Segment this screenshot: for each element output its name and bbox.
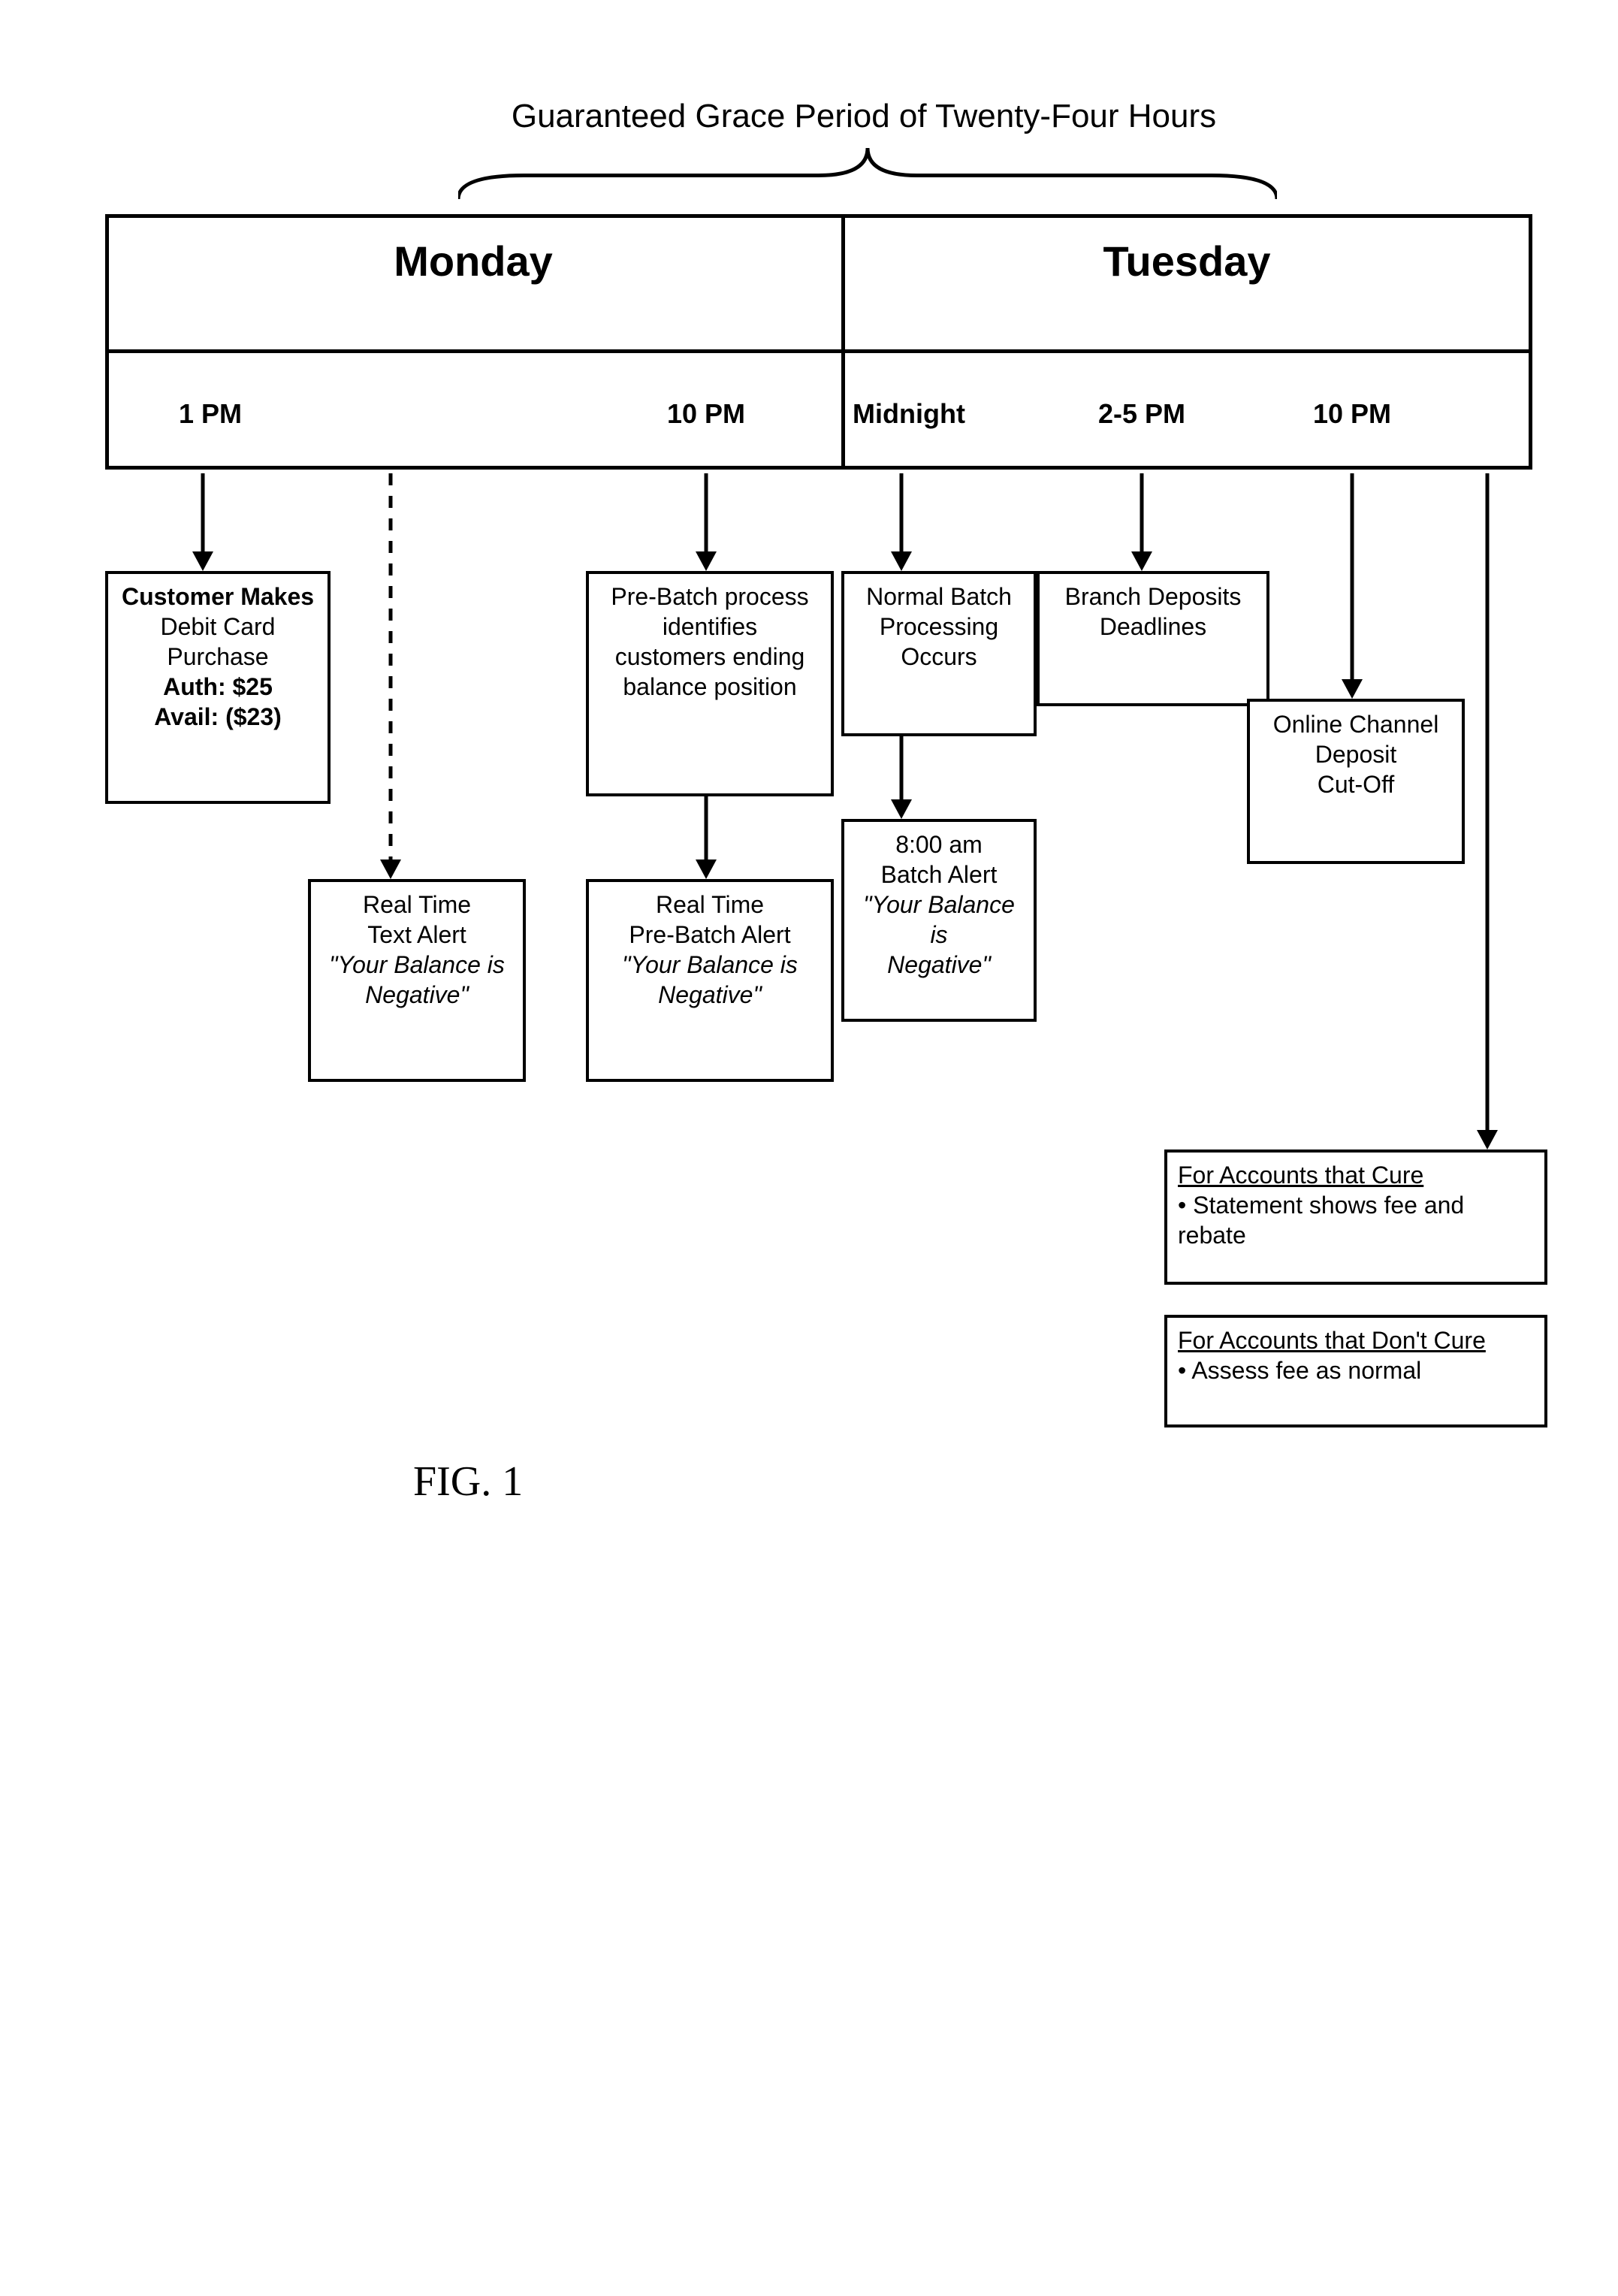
text: For Accounts that Cure xyxy=(1178,1160,1534,1190)
text: Normal Batch xyxy=(866,583,1012,610)
arrows-layer xyxy=(60,45,1558,2251)
box-prebatch-process: Pre-Batch process identifies customers e… xyxy=(586,571,834,796)
box-customer-purchase: Customer Makes Debit Card Purchase Auth:… xyxy=(105,571,331,804)
box-branch-deposits: Branch Deposits Deadlines xyxy=(1037,571,1269,706)
text: Branch Deposits xyxy=(1065,583,1242,610)
text: Auth: $25 xyxy=(163,673,273,700)
text: Customer Makes xyxy=(122,583,314,610)
text: Debit Card xyxy=(161,613,276,640)
text: Avail: ($23) xyxy=(154,703,282,730)
text: identifies xyxy=(663,613,757,640)
text: Deadlines xyxy=(1100,613,1206,640)
text: Pre-Batch process xyxy=(611,583,808,610)
text: Negative" xyxy=(658,981,762,1008)
text: Batch Alert xyxy=(881,861,998,888)
text: customers ending xyxy=(615,643,805,670)
text: "Your Balance is xyxy=(622,951,798,978)
text: Deposit xyxy=(1315,741,1397,768)
text: 8:00 am xyxy=(895,831,983,858)
text: Purchase xyxy=(167,643,268,670)
box-realtime-text-alert: Real Time Text Alert "Your Balance is Ne… xyxy=(308,879,526,1082)
text: • Assess fee as normal xyxy=(1178,1357,1421,1384)
box-batch-alert: 8:00 am Batch Alert "Your Balance is Neg… xyxy=(841,819,1037,1022)
figure-label: FIG. 1 xyxy=(413,1458,523,1506)
text: Negative" xyxy=(887,951,991,978)
diagram-canvas: Guaranteed Grace Period of Twenty-Four H… xyxy=(60,45,1558,2251)
text: Pre-Batch Alert xyxy=(629,921,790,948)
text: "Your Balance is xyxy=(329,951,505,978)
text: Online Channel xyxy=(1273,711,1439,738)
box-normal-batch: Normal Batch Processing Occurs xyxy=(841,571,1037,736)
text: Real Time xyxy=(363,891,471,918)
text: balance position xyxy=(623,673,796,700)
text: • Statement shows fee and rebate xyxy=(1178,1192,1464,1249)
box-realtime-prebatch-alert: Real Time Pre-Batch Alert "Your Balance … xyxy=(586,879,834,1082)
text: Processing xyxy=(880,613,998,640)
text: For Accounts that Don't Cure xyxy=(1178,1325,1534,1355)
text: Real Time xyxy=(656,891,764,918)
text: Occurs xyxy=(901,643,977,670)
box-online-cutoff: Online Channel Deposit Cut-Off xyxy=(1247,699,1465,864)
text: Negative" xyxy=(365,981,469,1008)
text: Text Alert xyxy=(367,921,466,948)
text: Cut-Off xyxy=(1318,771,1395,798)
box-accounts-no-cure: For Accounts that Don't Cure • Assess fe… xyxy=(1164,1315,1547,1427)
box-accounts-cure: For Accounts that Cure • Statement shows… xyxy=(1164,1150,1547,1285)
text: "Your Balance is xyxy=(863,891,1015,948)
